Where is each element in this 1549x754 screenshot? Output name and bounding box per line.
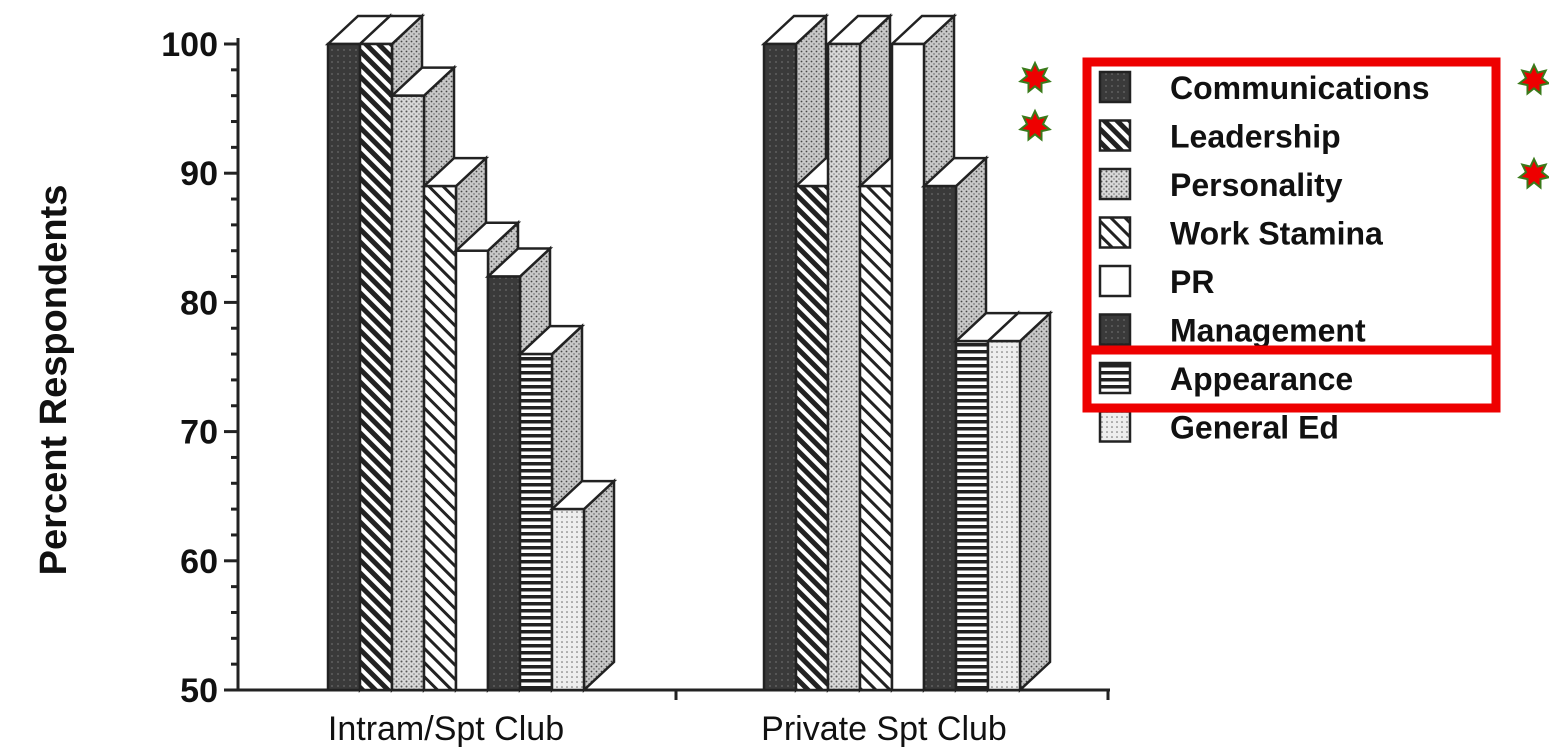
- bar-front: [954, 339, 990, 692]
- x-tick-label: Private Spt Club: [761, 710, 1007, 748]
- legend-item-work-stamina: Work Stamina: [1098, 216, 1383, 252]
- legend-label: Work Stamina: [1170, 216, 1383, 252]
- y-tick-label: 70: [180, 414, 218, 452]
- legend-swatch: [1098, 119, 1132, 152]
- legend-swatch: [1098, 313, 1132, 346]
- bar-general-ed: [548, 478, 618, 693]
- legend-item-management: Management: [1098, 313, 1366, 349]
- legend-item-communications: Communications: [1098, 70, 1430, 106]
- star-marker-icon: [1018, 60, 1052, 94]
- legend-label: Appearance: [1170, 361, 1353, 397]
- legend-swatch: [1098, 264, 1132, 298]
- bar-side: [582, 478, 616, 693]
- legend-label: Leadership: [1170, 119, 1341, 155]
- bar-front: [826, 42, 862, 692]
- y-tick-label: 60: [180, 543, 218, 581]
- bar-front: [326, 42, 362, 692]
- bar-front: [762, 42, 798, 692]
- legend-swatch: [1098, 216, 1132, 249]
- bar-front: [518, 352, 554, 692]
- bar-front: [986, 339, 1022, 692]
- bar-front: [422, 184, 458, 692]
- legend-label: Management: [1170, 313, 1366, 349]
- legend-label: General Ed: [1170, 410, 1339, 446]
- y-axis-label: Percent Respondents: [33, 185, 75, 576]
- bar-front: [890, 42, 926, 692]
- bar-front: [922, 184, 958, 692]
- bar-front: [550, 507, 586, 692]
- bar-front: [794, 184, 830, 692]
- y-tick-label: 100: [161, 26, 218, 64]
- appearance-highlight-box: [1082, 345, 1501, 413]
- bar-front: [390, 94, 426, 692]
- x-tick-labels: Intram/Spt Club Private Spt Club: [328, 710, 1007, 748]
- legend-label: PR: [1170, 264, 1214, 300]
- legend-item-leadership: Leadership: [1098, 119, 1341, 155]
- star-marker-icon: [1517, 156, 1549, 190]
- legend-swatch: [1098, 167, 1132, 201]
- bar-front: [858, 184, 894, 692]
- legend-item-appearance: Appearance: [1098, 361, 1353, 397]
- legend-item-general-ed: General Ed: [1098, 410, 1339, 446]
- legend-item-personality: Personality: [1098, 167, 1343, 203]
- bar-front: [358, 42, 394, 692]
- legend-swatch: [1098, 361, 1132, 395]
- y-tick-label: 90: [180, 155, 218, 193]
- bar-general-ed: [984, 310, 1054, 693]
- annotations: [1018, 57, 1549, 413]
- y-tick-label: 80: [180, 284, 218, 322]
- x-tick-label: Intram/Spt Club: [328, 710, 564, 748]
- y-ticks: 50 60 70 80 90 100: [161, 26, 238, 710]
- legend-label: Communications: [1170, 70, 1430, 106]
- legend-swatch: [1098, 410, 1132, 443]
- bar-front: [486, 275, 522, 692]
- star-marker-icon: [1018, 108, 1052, 142]
- bar-side: [1018, 310, 1052, 693]
- legend-label: Personality: [1170, 167, 1343, 203]
- legend: Communications Leadership Personality Work …: [1098, 70, 1430, 446]
- legend-swatch: [1098, 70, 1132, 104]
- bars: [324, 13, 1054, 693]
- star-marker-icon: [1517, 62, 1549, 96]
- y-tick-label: 50: [180, 672, 218, 710]
- bar-front: [454, 249, 490, 692]
- legend-item-pr: PR: [1098, 264, 1214, 300]
